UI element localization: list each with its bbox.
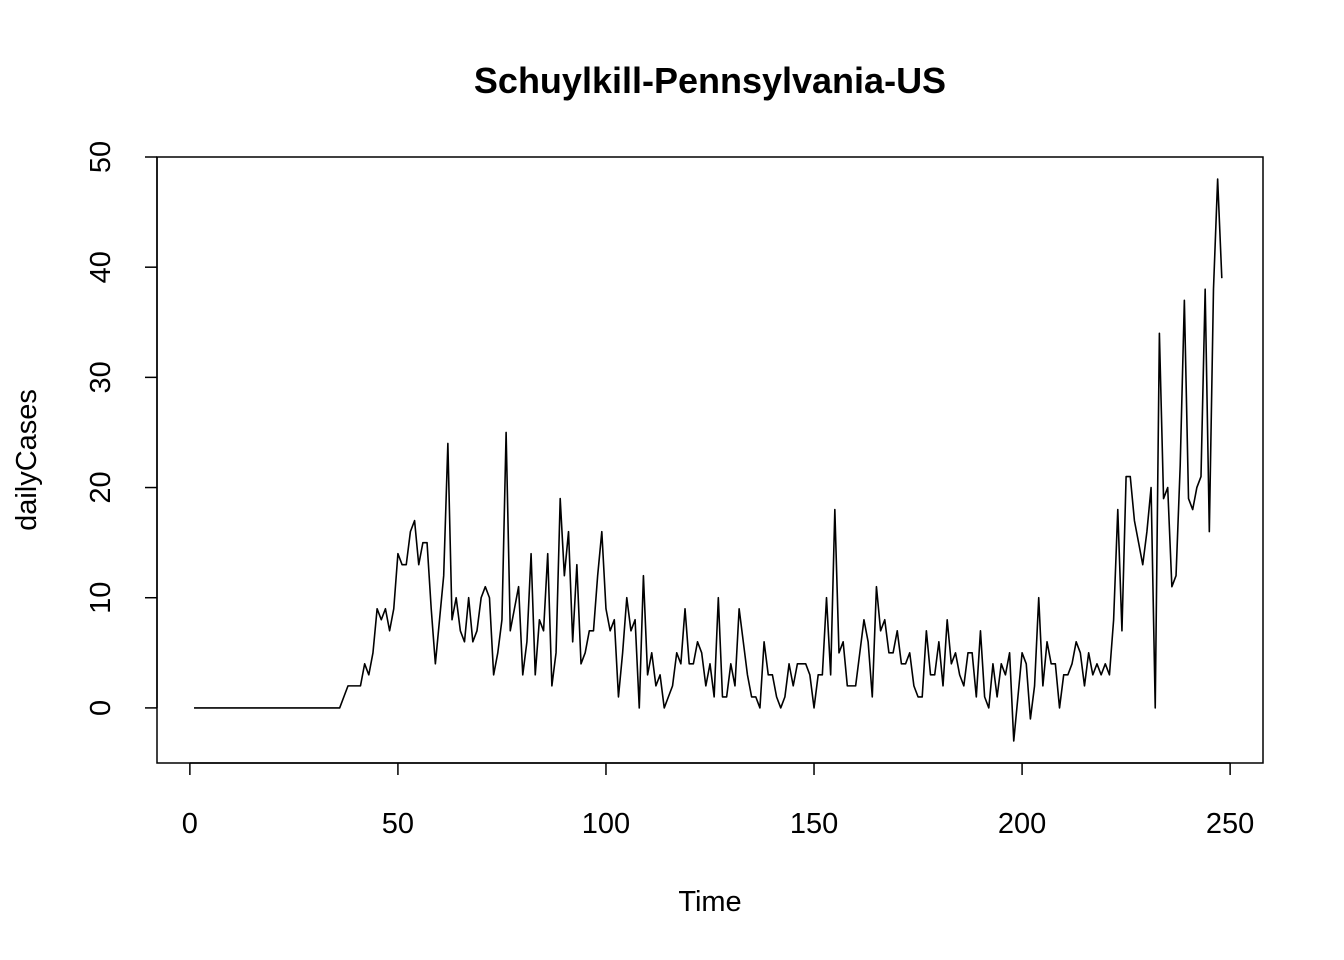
y-tick-label: 40	[85, 251, 117, 283]
x-axis-label: Time	[678, 886, 741, 918]
x-tick-label: 250	[1206, 808, 1254, 840]
x-axis: 0 50 100 150 200 250	[182, 762, 1254, 840]
x-tick-label: 50	[382, 808, 414, 840]
plot-frame	[156, 156, 1264, 764]
y-tick-label: 50	[85, 141, 117, 173]
y-tick-label: 0	[85, 700, 117, 716]
series-line-dailyCases	[194, 178, 1223, 742]
x-tick-label: 150	[790, 808, 838, 840]
chart-title: Schuylkill-Pennsylvania-US	[474, 60, 946, 101]
x-tick-label: 100	[582, 808, 630, 840]
x-tick-label: 0	[182, 808, 198, 840]
y-axis-label: dailyCases	[11, 389, 43, 531]
y-tick-label: 30	[85, 361, 117, 393]
y-tick-label: 10	[85, 582, 117, 614]
x-tick-label: 200	[998, 808, 1046, 840]
y-tick-label: 20	[85, 471, 117, 503]
y-axis: 0 10 20 30 40 50	[85, 141, 158, 716]
